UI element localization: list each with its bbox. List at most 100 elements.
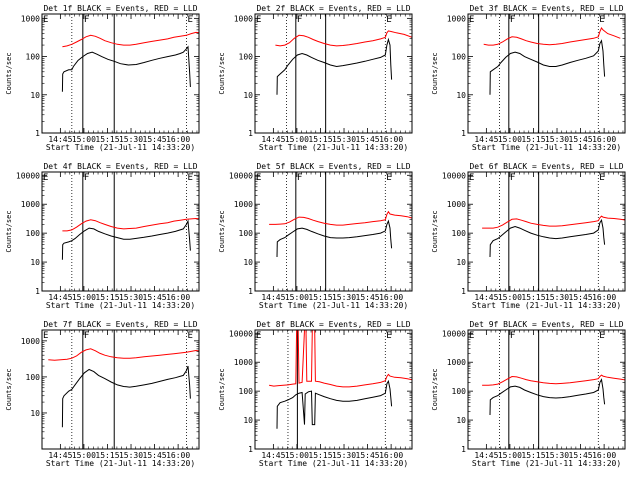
x-tick-label: 15:15: [308, 451, 332, 460]
x-tick-label: 15:00: [285, 135, 309, 144]
x-tick-label: 15:30: [545, 135, 569, 144]
plot-title: Det 9f BLACK = Events, RED = LLD: [469, 320, 623, 329]
plot-panel: Det 2f BLACK = Events, RED = LLD Counts/s…: [218, 4, 413, 152]
y-axis-label: Counts/sec: [5, 52, 13, 94]
x-tick-label: 15:00: [72, 135, 96, 144]
x-tick-label: 14:45: [48, 293, 72, 302]
plot-title: Det 2f BLACK = Events, RED = LLD: [256, 4, 410, 13]
plot-panel: Det 1f BLACK = Events, RED = LLD Counts/s…: [5, 4, 200, 152]
plot-frame: [254, 171, 413, 292]
x-axis-label: Start Time (21-Jul-11 14:33:20): [259, 301, 408, 310]
series-line-events: [276, 379, 393, 429]
x-tick-label: 15:30: [545, 451, 569, 460]
plot-frame: [41, 171, 200, 292]
x-tick-label: 15:30: [332, 293, 356, 302]
series-line-events: [276, 219, 393, 258]
marker-label: E: [187, 15, 192, 25]
x-tick-label: 14:45: [474, 293, 498, 302]
x-tick-label: 14:45: [48, 135, 72, 144]
plot-title: Det 8f BLACK = Events, RED = LLD: [256, 320, 410, 329]
plot-panel: Det 9f BLACK = Events, RED = LLD Counts/s…: [431, 320, 626, 468]
x-tick-label: 15:30: [119, 451, 143, 460]
marker-label: F: [510, 331, 515, 341]
plot-area: [42, 330, 199, 449]
x-tick-label: 15:30: [332, 135, 356, 144]
y-tick-label: 10: [243, 258, 253, 267]
y-tick-label: 1: [35, 287, 40, 296]
x-tick-label: 15:45: [356, 293, 380, 302]
x-tick-label: 14:45: [474, 135, 498, 144]
plot-area: [255, 14, 412, 133]
series-line-events: [489, 39, 606, 95]
y-tick-label: 1: [248, 287, 253, 296]
x-tick-label: 15:00: [498, 135, 522, 144]
marker-label: E: [256, 331, 261, 341]
marker-label: F: [510, 173, 515, 183]
series-line-events: [489, 378, 606, 416]
x-tick-label: 15:15: [521, 293, 545, 302]
series-line-events: [61, 365, 191, 428]
x-tick-label: 14:45: [261, 293, 285, 302]
plot-area: [468, 330, 625, 449]
x-tick-label: 15:15: [95, 293, 119, 302]
x-tick-label: 15:15: [521, 135, 545, 144]
plot-frame: [254, 329, 413, 450]
marker-label: E: [256, 15, 261, 25]
y-tick-label: 10: [456, 258, 466, 267]
marker-label: E: [469, 15, 474, 25]
marker-label: E: [599, 15, 604, 25]
y-tick-label: 100: [239, 53, 254, 62]
x-tick-label: 15:30: [332, 451, 356, 460]
x-axis-label: Start Time (21-Jul-11 14:33:20): [472, 143, 621, 152]
plot-panel: Det 6f BLACK = Events, RED = LLD Counts/s…: [431, 162, 626, 310]
y-tick-label: 10: [243, 91, 253, 100]
y-axis-label: Counts/sec: [218, 368, 226, 410]
plot-title: Det 7f BLACK = Events, RED = LLD: [43, 320, 197, 329]
marker-label: E: [187, 173, 192, 183]
y-tick-label: 100: [26, 53, 41, 62]
y-axis-label: Counts/sec: [431, 52, 439, 94]
y-tick-label: 1: [248, 129, 253, 138]
x-axis-label: Start Time (21-Jul-11 14:33:20): [259, 143, 408, 152]
x-tick-label: 15:45: [143, 451, 167, 460]
plot-area: [255, 330, 412, 449]
marker-label: E: [256, 173, 261, 183]
marker-label: F: [84, 331, 89, 341]
y-tick-label: 1000: [21, 14, 40, 23]
plot-title: Det 1f BLACK = Events, RED = LLD: [43, 4, 197, 13]
marker-label: E: [599, 173, 604, 183]
series-line-lld: [269, 210, 412, 226]
marker-label: E: [469, 173, 474, 183]
y-tick-label: 1000: [234, 200, 253, 209]
marker-label: F: [297, 15, 302, 25]
x-axis-label: Start Time (21-Jul-11 14:33:20): [259, 459, 408, 468]
x-tick-label: 15:45: [143, 135, 167, 144]
x-tick-label: 15:45: [569, 135, 593, 144]
x-tick-label: 16:00: [379, 293, 403, 302]
x-tick-label: 15:00: [72, 451, 96, 460]
x-tick-label: 14:45: [474, 451, 498, 460]
series-line-lld: [482, 374, 625, 386]
marker-label: F: [84, 15, 89, 25]
marker-label: E: [386, 173, 391, 183]
marker-label: E: [187, 331, 192, 341]
x-axis-label: Start Time (21-Jul-11 14:33:20): [46, 301, 195, 310]
y-tick-label: 100: [26, 373, 41, 382]
plot-title: Det 3f BLACK = Events, RED = LLD: [469, 4, 623, 13]
marker-label: E: [469, 331, 474, 341]
series-line-lld: [483, 27, 621, 46]
y-tick-label: 1: [35, 129, 40, 138]
plot-frame: [41, 13, 200, 134]
x-tick-label: 14:45: [261, 135, 285, 144]
y-tick-label: 10000: [229, 171, 253, 180]
marker-label: F: [510, 15, 515, 25]
y-axis-label: Counts/sec: [5, 210, 13, 252]
y-tick-label: 1: [461, 445, 466, 454]
plot-frame: [467, 329, 626, 450]
x-tick-label: 16:00: [379, 451, 403, 460]
x-tick-label: 14:45: [48, 451, 72, 460]
plot-panel: Det 8f BLACK = Events, RED = LLD Counts/s…: [218, 320, 413, 468]
marker-label: E: [386, 15, 391, 25]
y-tick-label: 100: [239, 229, 254, 238]
